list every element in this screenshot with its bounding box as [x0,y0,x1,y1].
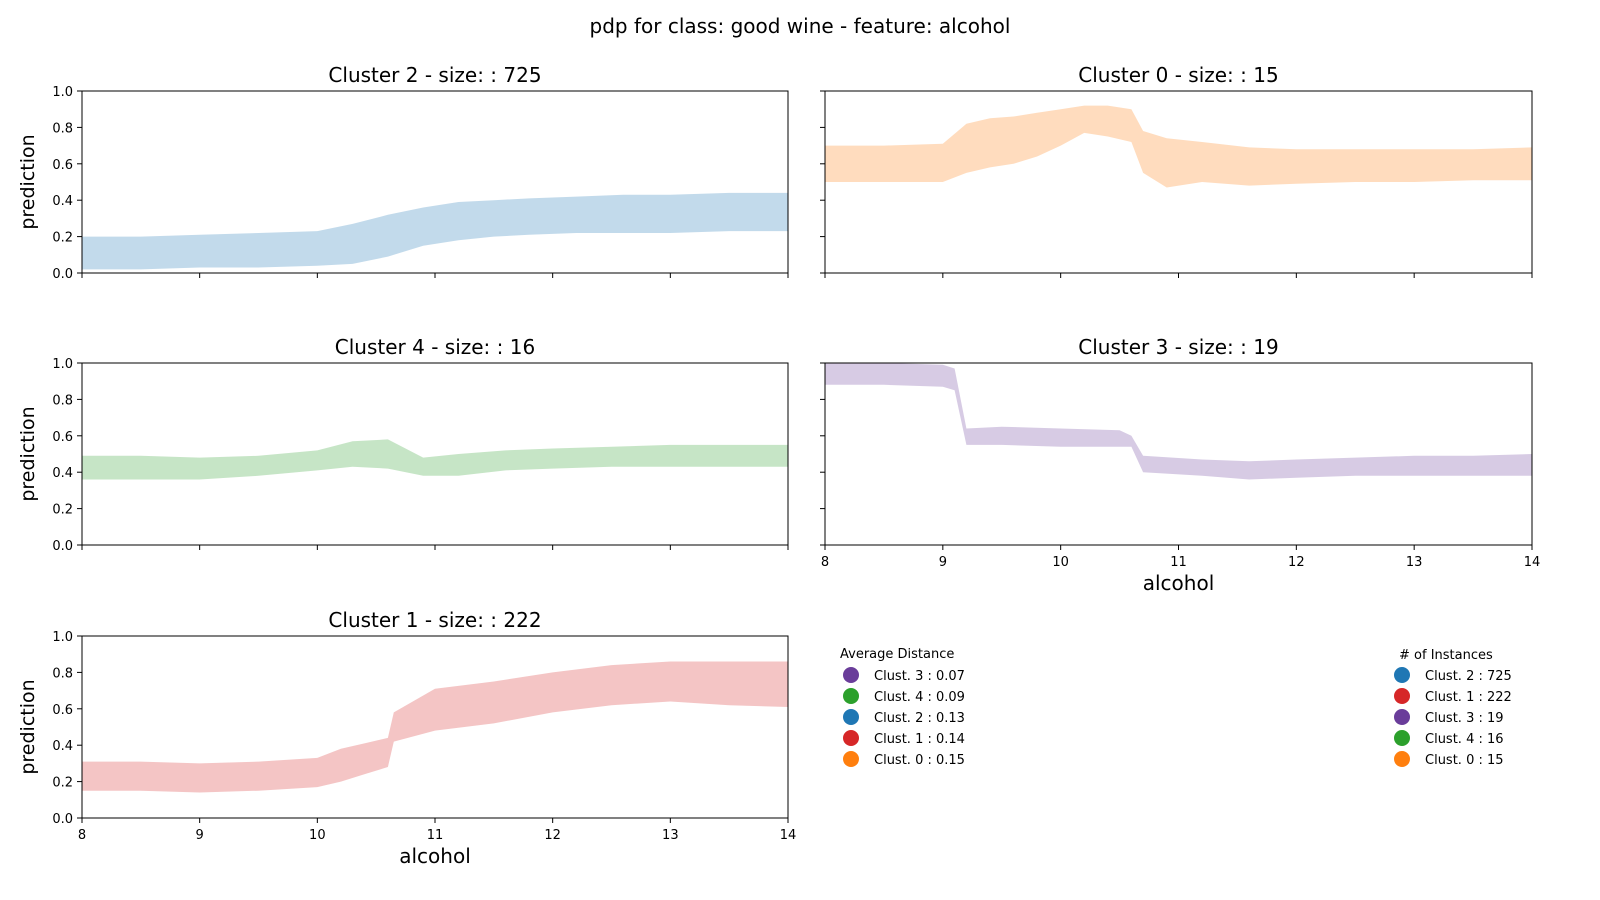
cluster-1-prediction-band [82,661,788,793]
cluster-4-title: Cluster 4 - size: : 16 [335,335,535,359]
cluster-3-panel: Cluster 3 - size: : 19 8 9 10 11 12 13 14 alcoho… [820,335,1540,595]
legend-marker [843,751,859,767]
average-distance-legend-title: Average Distance [840,647,954,662]
legend-label: Clust. 1 : 0.14 [874,732,965,747]
cluster-1-xtick-label: 12 [544,828,561,843]
instances-legend-title: # of Instances [1399,648,1493,663]
legend-item: Clust. 1 : 222 [1394,688,1512,705]
cluster-1-ytick-label: 0.6 [52,703,73,718]
cluster-4-panel: Cluster 4 - size: : 16 0.0 0.2 0.4 0.6 0.8 1.0… [17,335,789,554]
cluster-3-xtick-label: 12 [1288,555,1305,570]
cluster-1-ytick-label: 0.2 [52,776,73,791]
cluster-4-ytick-label: 0.4 [52,466,73,481]
legend-item: Clust. 4 : 0.09 [843,688,965,705]
cluster-1-ytick-label: 0.4 [52,739,73,754]
cluster-3-xtick-label: 11 [1170,555,1187,570]
legend-marker [1394,688,1410,704]
legend-marker [843,730,859,746]
cluster-2-title: Cluster 2 - size: : 725 [328,63,541,87]
cluster-1-panel: Cluster 1 - size: : 222 0.0 0.2 0.4 0.6 0.8 1.… [17,608,796,868]
legend-marker [1394,709,1410,725]
cluster-3-xtick-label: 14 [1524,555,1541,570]
cluster-3-title: Cluster 3 - size: : 19 [1078,335,1278,359]
legend-label: Clust. 3 : 0.07 [874,669,965,684]
cluster-1-xlabel: alcohol [399,844,471,868]
cluster-2-prediction-band [82,192,788,270]
legend-marker [1394,667,1410,683]
legend-item: Clust. 1 : 0.14 [843,730,965,747]
cluster-3-xtick-label: 8 [821,555,829,570]
cluster-3-xlabel: alcohol [1143,571,1215,595]
cluster-1-ytick-label: 0.8 [52,666,73,681]
cluster-4-ytick-label: 0.2 [52,503,73,518]
legend-label: Clust. 1 : 222 [1425,690,1512,705]
legend-label: Clust. 2 : 0.13 [874,711,965,726]
cluster-4-ytick-label: 0.8 [52,393,73,408]
cluster-2-panel: Cluster 2 - size: : 725 0.0 0.2 0.4 0.6 0.8 1.… [17,63,789,282]
instances-legend: # of Instances Clust. 2 : 725 Clust. 1 : … [1394,648,1512,768]
cluster-3-xtick-label: 10 [1052,555,1069,570]
legend-marker [843,709,859,725]
cluster-1-xtick-label: 11 [427,828,444,843]
legend-label: Clust. 2 : 725 [1425,669,1512,684]
cluster-4-ylabel: prediction [17,406,39,501]
legend-marker [843,667,859,683]
cluster-0-title: Cluster 0 - size: : 15 [1078,63,1278,87]
cluster-2-ytick-label: 0.0 [52,267,73,282]
legend-label: Clust. 0 : 0.15 [874,753,965,768]
cluster-1-xtick-label: 8 [78,828,86,843]
cluster-1-ytick-label: 0.0 [52,812,73,827]
legend-label: Clust. 4 : 16 [1425,732,1504,747]
cluster-0-prediction-band [825,105,1532,188]
cluster-3-xtick-label: 9 [939,555,947,570]
cluster-2-ytick-label: 1.0 [52,85,73,100]
cluster-1-xtick-label: 9 [196,828,204,843]
cluster-1-xtick-label: 13 [662,828,679,843]
legend-item: Clust. 3 : 19 [1394,709,1504,726]
cluster-2-ytick-label: 0.2 [52,231,73,246]
cluster-1-title: Cluster 1 - size: : 222 [328,608,541,632]
cluster-3-axes-frame [824,362,1533,546]
cluster-1-xtick-label: 14 [780,828,797,843]
average-distance-legend: Average Distance Clust. 3 : 0.07 Clust. 4… [840,647,965,768]
cluster-2-ytick-label: 0.4 [52,194,73,209]
cluster-3-prediction-band [825,363,1532,480]
cluster-4-ytick-label: 0.6 [52,430,73,445]
legend-item: Clust. 4 : 16 [1394,730,1504,747]
legend-marker [1394,730,1410,746]
legend-marker [1394,751,1410,767]
legend-item: Clust. 2 : 0.13 [843,709,965,726]
legend-label: Clust. 3 : 19 [1425,711,1504,726]
legend-marker [843,688,859,704]
cluster-1-xtick-label: 10 [309,828,326,843]
cluster-1-ylabel: prediction [17,679,39,774]
cluster-3-xtick-label: 13 [1406,555,1423,570]
cluster-0-panel: Cluster 0 - size: : 15 [820,63,1533,278]
legend-item: Clust. 2 : 725 [1394,667,1512,684]
cluster-4-prediction-band [82,439,788,480]
cluster-4-ytick-label: 1.0 [52,357,73,372]
legend-label: Clust. 4 : 0.09 [874,690,965,705]
legend-item: Clust. 3 : 0.07 [843,667,965,684]
legend-label: Clust. 0 : 15 [1425,753,1504,768]
legend-item: Clust. 0 : 15 [1394,751,1504,768]
cluster-2-ylabel: prediction [17,134,39,229]
figure-title: pdp for class: good wine - feature: alco… [590,14,1011,38]
cluster-4-ytick-label: 0.0 [52,539,73,554]
cluster-1-ytick-label: 1.0 [52,630,73,645]
legend-item: Clust. 0 : 0.15 [843,751,965,768]
cluster-2-ytick-label: 0.8 [52,121,73,136]
cluster-2-ytick-label: 0.6 [52,158,73,173]
